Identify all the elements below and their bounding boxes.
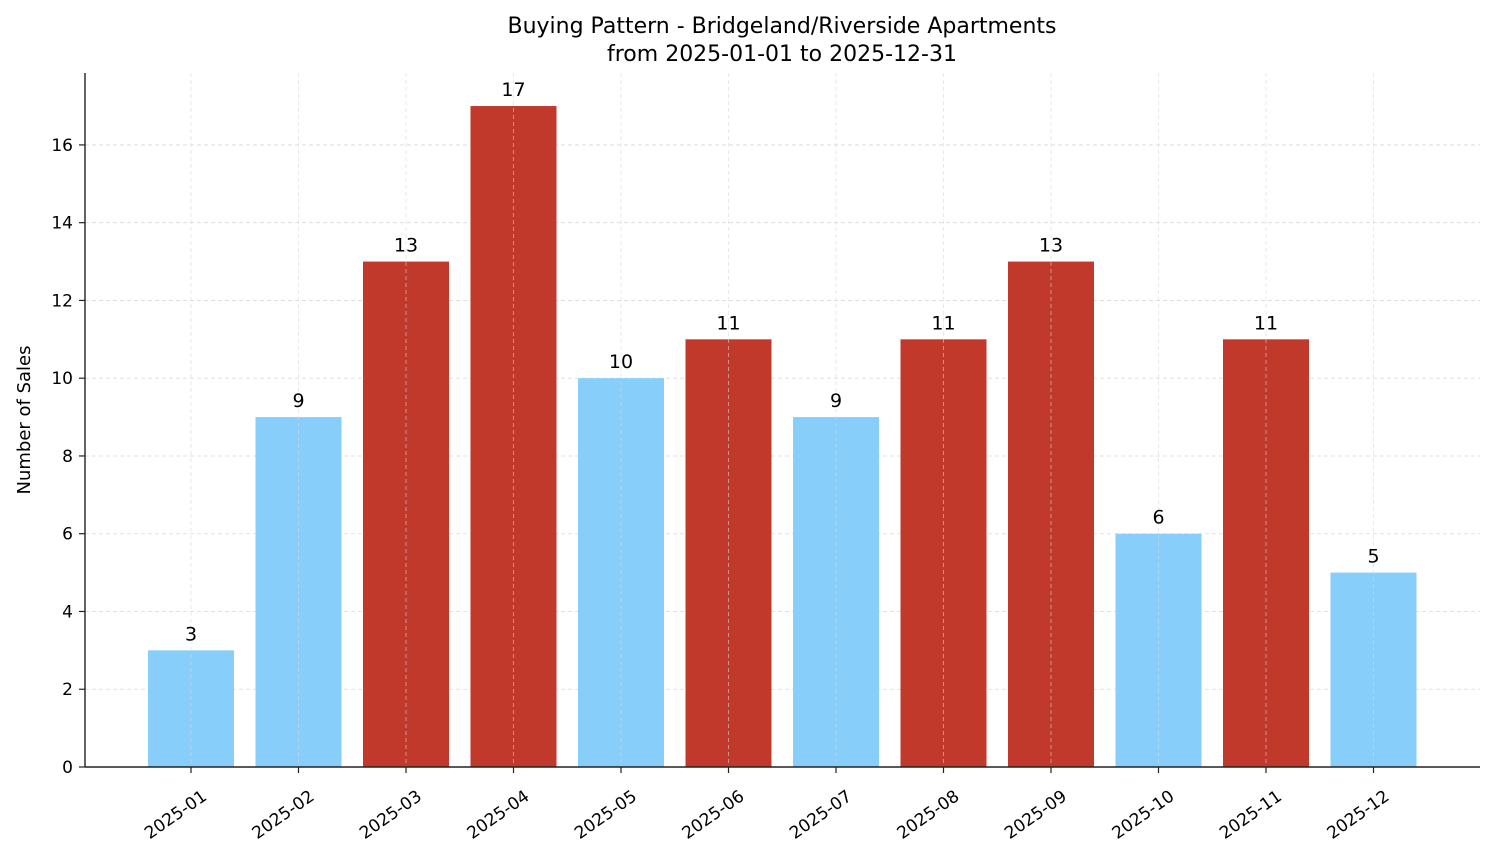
y-tick-label: 4 — [62, 602, 73, 622]
x-tick-label: 2025-12 — [1324, 787, 1394, 844]
x-tick-label: 2025-04 — [464, 787, 534, 844]
y-tick-label: 2 — [62, 680, 73, 700]
y-tick-label: 10 — [51, 369, 73, 389]
x-tick-label: 2025-11 — [1216, 787, 1286, 844]
chart-title: Buying Pattern - Bridgeland/Riverside Ap… — [507, 14, 1056, 39]
data-label: 9 — [830, 390, 842, 412]
data-label: 11 — [1254, 312, 1278, 334]
data-label: 13 — [1039, 235, 1063, 257]
y-tick-label: 16 — [51, 136, 73, 156]
data-label: 17 — [501, 79, 525, 101]
x-tick-label: 2025-07 — [786, 787, 856, 844]
y-tick-label: 8 — [62, 447, 73, 467]
data-label: 5 — [1367, 546, 1379, 568]
bar — [470, 106, 557, 768]
x-tick-label: 2025-06 — [679, 787, 749, 844]
x-tick-label: 2025-08 — [894, 787, 964, 844]
data-label: 11 — [931, 312, 955, 334]
data-label: 9 — [292, 390, 304, 412]
y-axis-label: Number of Sales — [14, 345, 35, 494]
chart-subtitle: from 2025-01-01 to 2025-12-31 — [607, 42, 957, 67]
data-label: 11 — [716, 312, 740, 334]
x-tick-label: 2025-10 — [1109, 787, 1179, 844]
x-tick-label: 2025-02 — [249, 787, 319, 844]
bar — [148, 650, 234, 767]
x-tick-label: 2025-03 — [356, 787, 426, 844]
y-tick-label: 14 — [51, 214, 73, 234]
y-tick-label: 6 — [62, 525, 73, 545]
data-label: 3 — [185, 623, 197, 645]
data-label: 13 — [394, 235, 418, 257]
y-tick-label: 0 — [62, 758, 73, 778]
bars — [148, 106, 1417, 768]
data-labels: 3 9 13 17 10 11 9 11 13 6 11 5 — [185, 79, 1380, 645]
x-tick-label: 2025-05 — [571, 787, 641, 844]
x-tick-label: 2025-01 — [141, 787, 211, 844]
data-label: 6 — [1152, 507, 1164, 529]
grid-vertical — [190, 73, 1374, 767]
x-tick-label: 2025-09 — [1001, 787, 1071, 844]
y-tick-label: 12 — [51, 291, 73, 311]
data-label: 10 — [609, 351, 633, 373]
